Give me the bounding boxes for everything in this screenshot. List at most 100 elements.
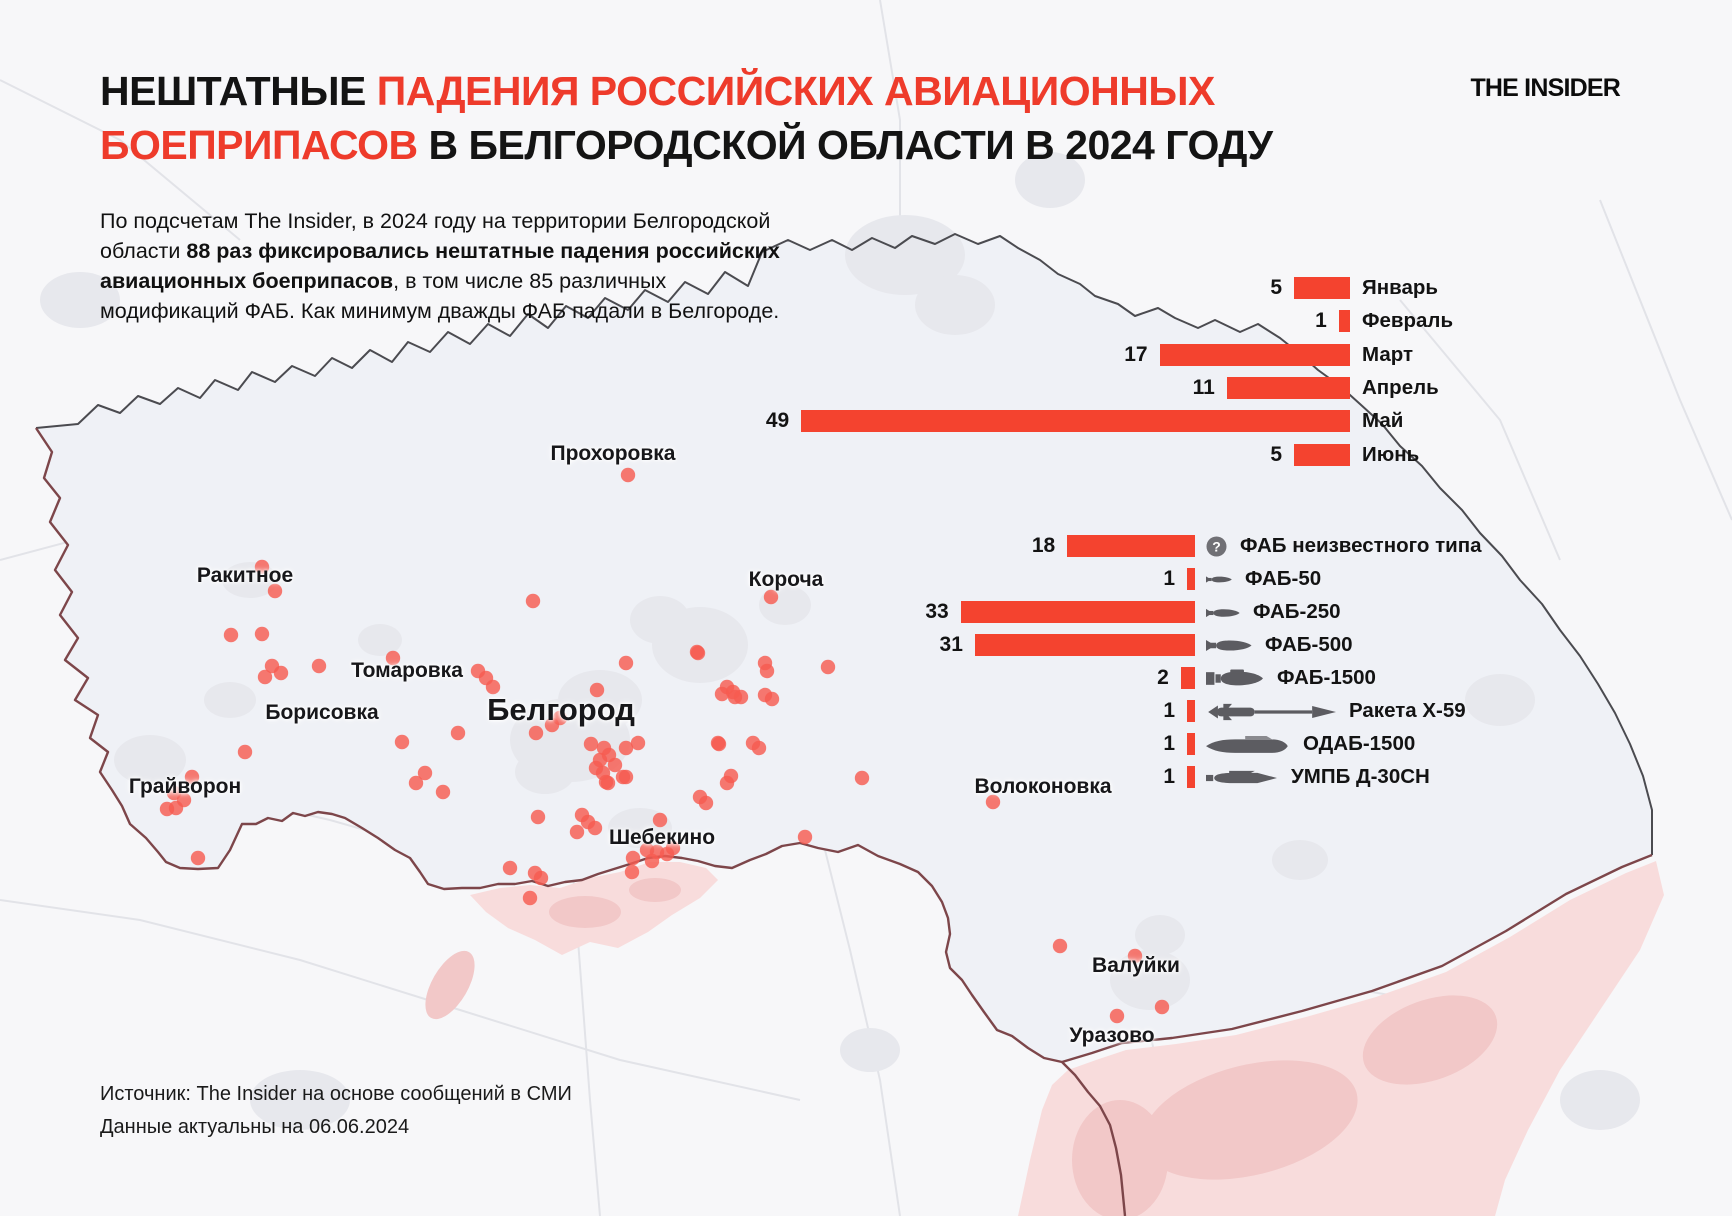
bar: [1187, 733, 1195, 755]
incident-dot: [820, 659, 836, 675]
incident-dot: [166, 785, 182, 801]
city-label-грайворон: Грайворон: [128, 775, 242, 798]
bar-category-label: Январь: [1362, 276, 1438, 299]
incident-dot: [763, 589, 779, 605]
bar-row: 5 Июнь: [0, 439, 1732, 472]
incident-dot: [639, 842, 655, 858]
incident-dot: [583, 736, 599, 752]
svg-text:?: ?: [1212, 539, 1221, 555]
incident-dot: [237, 744, 253, 760]
bar: [1226, 376, 1350, 399]
city-label-ракитное: Ракитное: [196, 564, 294, 587]
incident-dot: [665, 840, 681, 856]
incident-dot: [525, 593, 541, 609]
intro-part1: По подсчетам The Insider, в 2024 году на…: [100, 209, 771, 263]
fab-1500-icon: [1206, 662, 1264, 695]
source-note: Источник: The Insider на основе сообщени…: [100, 1078, 572, 1144]
incident-dot: [587, 820, 603, 836]
incident-dot: [723, 768, 739, 784]
city-label-прохоровка: Прохоровка: [550, 442, 676, 465]
incident-dot: [764, 691, 780, 707]
intro-bold: 88 раз фиксировались нештатные падения р…: [100, 239, 780, 293]
bar-row: 1 Ракета Х-59: [0, 695, 1732, 728]
umpb-d-30sn-icon: [1206, 761, 1278, 794]
bar-row: 18? ФАБ неизвестного типа: [0, 530, 1732, 563]
kh-59-missile-icon: [1206, 695, 1336, 728]
incident-dot: [615, 769, 631, 785]
incident-dot: [985, 794, 1001, 810]
city-label-борисовка: Борисовка: [265, 701, 379, 724]
city-label-томаровка: Томаровка: [351, 659, 463, 682]
incident-dot: [530, 809, 546, 825]
bar-value: 1: [1163, 765, 1175, 788]
incident-dot: [408, 775, 424, 791]
incident-dot: [1127, 948, 1143, 964]
bar: [801, 410, 1350, 433]
source-line2: Данные актуальны на 06.06.2024: [100, 1116, 410, 1138]
bar-category-label: Апрель: [1362, 375, 1439, 399]
incident-dot: [254, 626, 270, 642]
bar: [1067, 535, 1195, 557]
incident-dot: [522, 890, 538, 906]
incident-dot: [470, 663, 486, 679]
incident-dot: [644, 853, 660, 869]
city-label-валуйки: Валуйки: [1092, 954, 1180, 977]
incident-dot: [485, 679, 501, 695]
incident-dot: [618, 740, 634, 756]
bar-category-label: Февраль: [1362, 309, 1454, 333]
incident-dot: [652, 812, 668, 828]
incident-dot: [417, 765, 433, 781]
bar-row: 11 Апрель: [0, 372, 1732, 405]
map-urban-areas: [40, 152, 1640, 1130]
incident-dot: [759, 663, 775, 679]
bar-category-label: Июнь: [1362, 442, 1420, 466]
bar-value: 33: [925, 600, 949, 623]
bar-row: 1 УМПБ Д-30СН: [0, 761, 1732, 794]
bar-category-label: ФАБ-250: [1253, 600, 1341, 623]
bar-category-label: Ракета Х-59: [1349, 699, 1466, 722]
incident-dot: [533, 870, 549, 886]
title-line2-black: В БЕЛГОРОДСКОЙ ОБЛАСТИ В 2024 ГОДУ: [428, 122, 1273, 168]
bar-value: 1: [1163, 699, 1175, 722]
bar-row: 1 Февраль: [0, 305, 1732, 338]
bar-value: 1: [1315, 309, 1327, 333]
bar-row: 17 Март: [0, 339, 1732, 372]
incident-dot: [797, 829, 813, 845]
incident-dot: [552, 710, 568, 726]
incident-dot: [223, 627, 239, 643]
title-line1-red: ПАДЕНИЯ РОССИЙСКИХ АВИАЦИОННЫХ: [376, 68, 1216, 114]
the-insider-logo: THE INSIDER: [1470, 74, 1620, 102]
bar-row: 31 ФАБ-500: [0, 629, 1732, 662]
incident-dot: [690, 645, 706, 661]
incident-dot: [630, 735, 646, 751]
incident-dot: [569, 824, 585, 840]
bar-category-label: ФАБ-1500: [1277, 666, 1376, 689]
oblast-area: [36, 234, 1652, 1062]
bar: [1294, 277, 1350, 299]
bar-value: 2: [1157, 666, 1169, 689]
bar-category-label: ФАБ-50: [1245, 567, 1322, 590]
incident-dot: [450, 725, 466, 741]
bar-row: 33 ФАБ-250: [0, 596, 1732, 629]
incident-dot: [254, 559, 270, 575]
incident-dot: [159, 801, 175, 817]
incident-dot: [1109, 1008, 1125, 1024]
bar-category-label: УМПБ Д-30СН: [1291, 765, 1430, 788]
bar-value: 1: [1163, 567, 1175, 590]
incident-dot: [1154, 999, 1170, 1015]
incident-dot: [190, 850, 206, 866]
ukraine-strip-patches: [425, 878, 681, 1020]
incident-dot: [751, 740, 767, 756]
bar-category-label: Май: [1362, 409, 1404, 433]
bar: [1159, 343, 1350, 366]
bar: [974, 634, 1195, 656]
bar-row: 1 ОДАБ-1500: [0, 728, 1732, 761]
incident-dot: [624, 864, 640, 880]
incident-dot: [273, 665, 289, 681]
bar: [1187, 700, 1195, 722]
incident-dot: [528, 725, 544, 741]
fab-500-icon: [1206, 629, 1252, 662]
title-line2-red: БОЕПРИПАСОВ: [100, 122, 429, 168]
incident-dot: [502, 860, 518, 876]
